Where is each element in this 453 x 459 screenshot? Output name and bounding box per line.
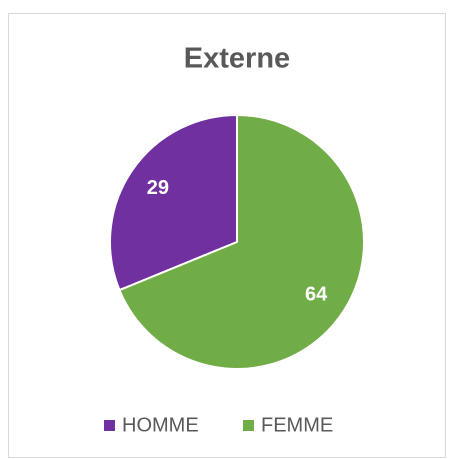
legend-label: HOMME: [122, 414, 199, 436]
legend-swatch: [243, 420, 254, 431]
legend-swatch: [104, 420, 115, 431]
legend-label: FEMME: [261, 414, 333, 436]
chart-title: Externe: [184, 43, 290, 75]
pie-slice: [109, 113, 238, 292]
pie-slice: [118, 113, 365, 370]
data-label: 64: [305, 283, 328, 305]
data-label: 29: [147, 177, 169, 199]
